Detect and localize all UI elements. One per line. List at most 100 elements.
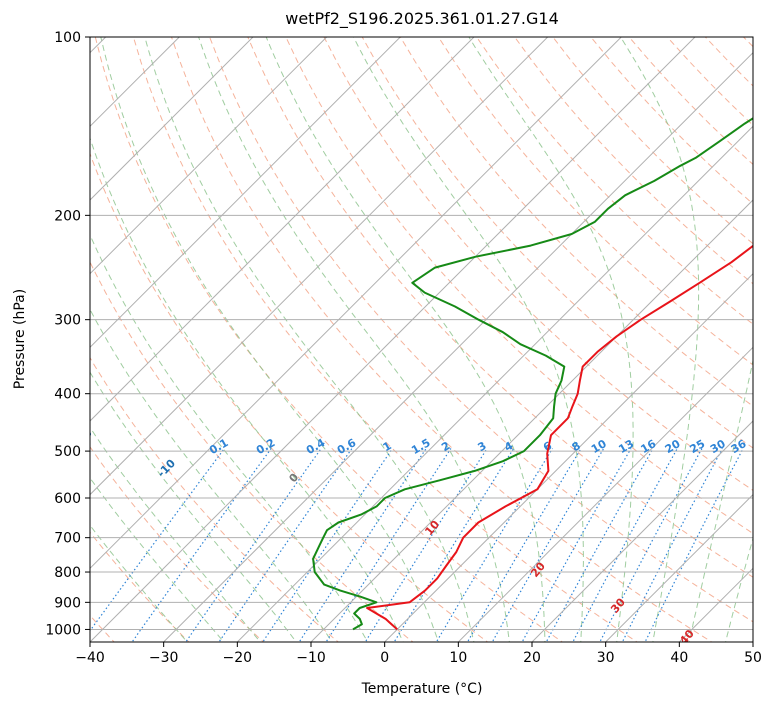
mixing-ratio-label: 8 xyxy=(570,439,583,454)
isotherm-line xyxy=(90,37,475,422)
temperature-profile-line xyxy=(366,244,753,631)
mixing-ratio-label: 0.2 xyxy=(254,436,277,457)
dry-adiabat-label: -10 xyxy=(155,457,178,480)
dry-adiabat-line xyxy=(552,37,753,245)
isotherm-line xyxy=(752,641,753,642)
y-tick-label: 100 xyxy=(54,30,81,46)
dry-adiabat-label: -30 xyxy=(0,392,15,415)
mixing-ratio-line xyxy=(435,448,554,642)
mixing-ratio-label: 1 xyxy=(381,439,394,454)
moist-adiabat-label: 30 xyxy=(608,595,628,615)
isotherm-line xyxy=(90,37,696,642)
isotherm-line xyxy=(604,493,753,642)
isotherm-line xyxy=(90,37,328,275)
dry-adiabat-line xyxy=(742,37,753,48)
dry-adiabat-line xyxy=(476,37,753,325)
mixing-ratio-label: 16 xyxy=(639,437,659,456)
mixing-ratio-line xyxy=(262,448,393,642)
dry-adiabat-line xyxy=(209,37,753,623)
mixing-ratio-label: 25 xyxy=(688,437,708,456)
dry-adiabat-line xyxy=(94,37,564,642)
isotherm-line xyxy=(678,567,753,642)
mixing-ratio-line xyxy=(364,448,488,642)
x-tick-label: 40 xyxy=(670,650,688,666)
dry-adiabat-line xyxy=(590,37,753,205)
dry-adiabats xyxy=(90,10,775,645)
moist-adiabat-line xyxy=(90,233,369,642)
moist-adiabat-line xyxy=(144,37,475,642)
moist-adiabat-line xyxy=(725,536,753,642)
mixing-ratio-label: 0.6 xyxy=(335,436,359,457)
isotherm-line xyxy=(90,37,402,349)
mixing-ratio-line xyxy=(393,448,515,642)
dry-adiabat-line xyxy=(323,37,753,491)
profile-series xyxy=(312,117,753,631)
moist-adiabat-line xyxy=(265,37,546,642)
x-tick-label: 30 xyxy=(597,650,615,666)
x-tick-label: −10 xyxy=(296,650,326,666)
y-tick-label: 300 xyxy=(54,313,81,329)
isotherm-line xyxy=(457,346,753,642)
moist-adiabat-line xyxy=(90,524,188,642)
mixing-ratio-line xyxy=(521,448,632,642)
mixing-ratio-label: 3 xyxy=(475,439,488,454)
mixing-ratio-label: 1.5 xyxy=(409,436,432,457)
x-tick-label: −30 xyxy=(149,650,179,666)
y-tick-label: 700 xyxy=(54,531,81,547)
dry-adiabat-line xyxy=(247,37,753,578)
mixing-ratio-line xyxy=(131,448,272,642)
dry-adiabat-line xyxy=(285,37,753,535)
y-tick-label: 200 xyxy=(54,208,81,224)
y-tick-label: 900 xyxy=(54,595,81,611)
isotherms xyxy=(0,10,753,645)
y-tick-label: 1000 xyxy=(45,622,81,638)
chart-title: wetPf2_S196.2025.361.01.27.G14 xyxy=(285,9,559,29)
isobars xyxy=(90,37,753,630)
dry-adiabat-line xyxy=(755,10,775,645)
dry-adiabat-line xyxy=(399,37,753,407)
mixing-ratio-line xyxy=(218,448,353,642)
y-axis-label: Pressure (hPa) xyxy=(12,289,28,389)
moist-adiabat-line xyxy=(688,358,753,642)
mixing-ratio-line xyxy=(325,448,452,642)
moist-adiabat-line xyxy=(90,136,404,642)
x-axis-ticks: −40 −30 −20 −10 0 10 20 30 40 50 xyxy=(75,642,762,666)
dry-adiabat-line xyxy=(514,37,753,285)
mixing-ratio-line xyxy=(572,448,678,642)
reference-line-labels: 0.10.20.40.611.52346810131620253036-100-… xyxy=(0,392,749,647)
dry-adiabat-line xyxy=(170,37,713,642)
dry-adiabat-line xyxy=(90,531,190,642)
y-tick-label: 600 xyxy=(54,491,81,507)
moist-adiabats xyxy=(90,37,753,642)
moist-adiabat-label: 20 xyxy=(528,559,548,579)
dry-adiabat-line xyxy=(437,37,753,366)
x-tick-label: 20 xyxy=(523,650,541,666)
isotherm-line xyxy=(162,51,753,642)
moist-adiabat-line xyxy=(468,37,634,642)
mixing-ratio-line xyxy=(185,448,322,642)
moist-adiabat-line xyxy=(198,37,510,642)
moist-adiabat-line xyxy=(90,477,225,642)
x-axis-label: Temperature (°C) xyxy=(361,681,483,697)
moist-adiabat-line xyxy=(90,371,297,642)
moist-adiabat-line xyxy=(90,426,261,642)
mixing-ratio-label: 4 xyxy=(502,439,515,454)
moist-adiabat-label: 40 xyxy=(677,627,697,647)
x-tick-label: −20 xyxy=(223,650,253,666)
mixing-ratio-label: 10 xyxy=(589,437,609,456)
dry-adiabat-line xyxy=(132,37,638,642)
isotherm-line xyxy=(0,10,59,645)
mixing-ratio-line xyxy=(621,448,723,642)
dry-adiabat-line xyxy=(90,446,265,642)
plot-area: 0.10.20.40.611.52346810131620253036-100-… xyxy=(0,10,775,647)
mixing-ratio-label: 0.4 xyxy=(304,436,328,457)
isotherm-line xyxy=(383,272,753,642)
y-tick-label: 800 xyxy=(54,565,81,581)
isotherm-line xyxy=(90,37,181,128)
plot-frame xyxy=(89,36,754,643)
moist-adiabat-line xyxy=(100,37,440,642)
y-tick-label: 500 xyxy=(54,444,81,460)
mixing-ratio-label: 20 xyxy=(663,437,683,456)
moist-adiabat-line xyxy=(620,37,700,642)
mixing-ratio-line xyxy=(545,448,654,642)
